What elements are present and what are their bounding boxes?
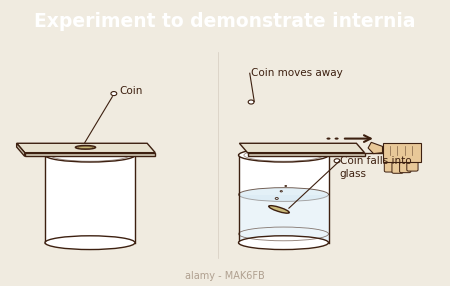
Polygon shape — [368, 142, 382, 154]
Ellipse shape — [334, 159, 340, 163]
Polygon shape — [248, 153, 364, 156]
Ellipse shape — [269, 206, 289, 213]
Ellipse shape — [327, 138, 330, 140]
FancyBboxPatch shape — [392, 161, 403, 173]
Ellipse shape — [45, 148, 135, 162]
Ellipse shape — [334, 138, 338, 140]
Polygon shape — [238, 194, 328, 243]
Ellipse shape — [76, 146, 95, 149]
FancyBboxPatch shape — [384, 161, 396, 172]
Ellipse shape — [111, 92, 117, 96]
Polygon shape — [238, 234, 328, 243]
Polygon shape — [239, 143, 364, 153]
Ellipse shape — [238, 188, 328, 201]
Text: alamy - MAK6FB: alamy - MAK6FB — [185, 271, 265, 281]
Polygon shape — [25, 153, 155, 156]
Text: Coin moves away: Coin moves away — [251, 68, 342, 78]
Ellipse shape — [45, 236, 135, 250]
Polygon shape — [238, 155, 328, 243]
Polygon shape — [17, 143, 155, 153]
FancyBboxPatch shape — [400, 161, 411, 173]
Ellipse shape — [238, 236, 328, 250]
Ellipse shape — [238, 148, 328, 162]
Ellipse shape — [248, 100, 254, 104]
Text: Coin falls into
glass: Coin falls into glass — [340, 156, 411, 179]
Polygon shape — [45, 155, 135, 243]
Polygon shape — [17, 143, 25, 156]
Text: Coin: Coin — [119, 86, 143, 96]
FancyBboxPatch shape — [407, 161, 418, 171]
Polygon shape — [382, 143, 421, 162]
Text: Experiment to demonstrate internia: Experiment to demonstrate internia — [34, 13, 416, 31]
